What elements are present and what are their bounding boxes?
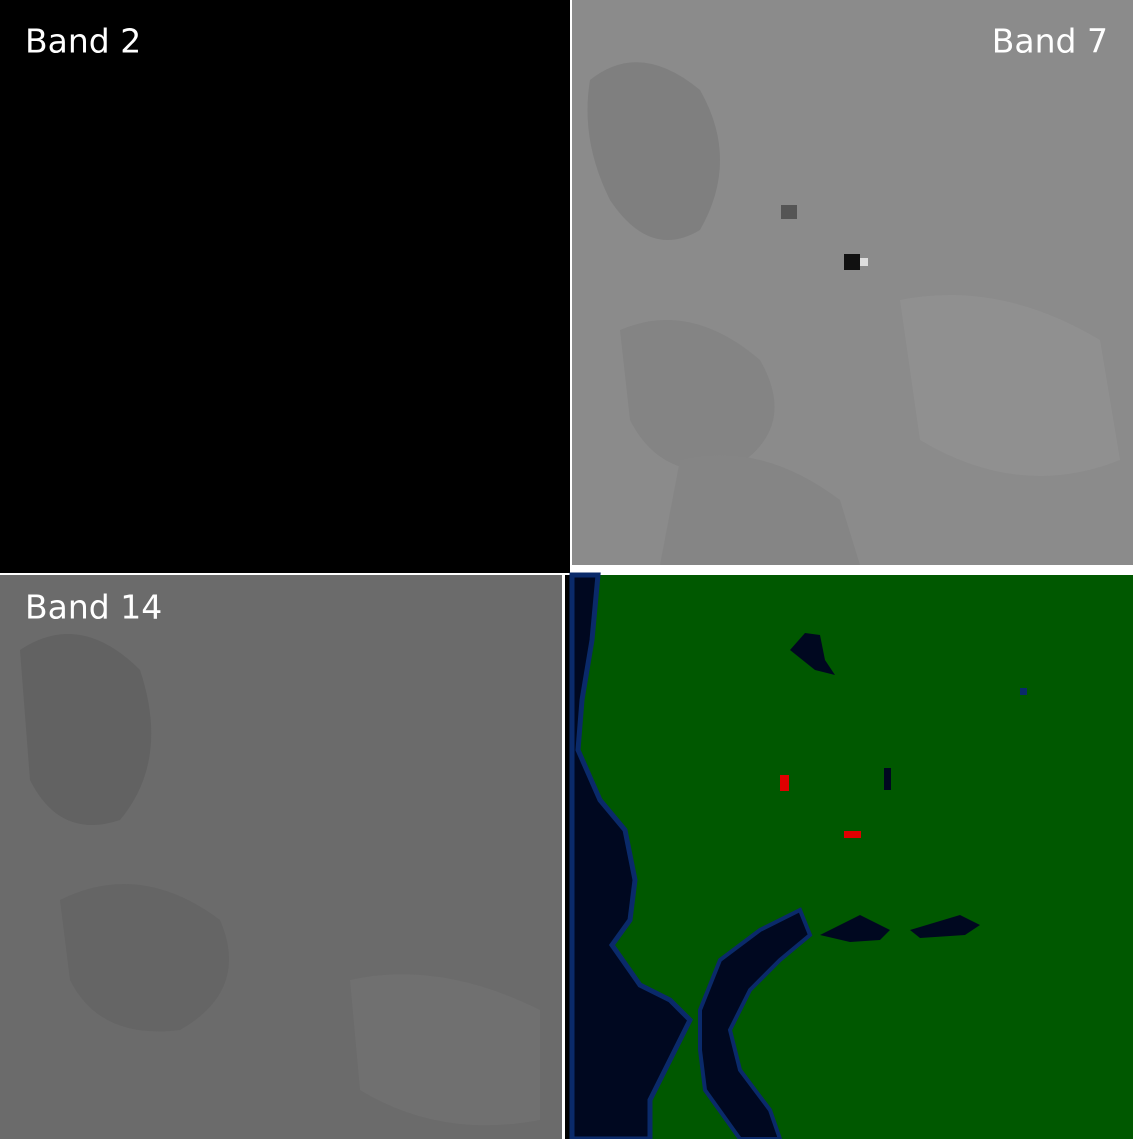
band-2-image [0,0,570,573]
band-14-image [0,575,562,1139]
panel-label: Band 14 [25,588,162,627]
band-7-image [572,0,1133,565]
classification-image [565,575,1133,1139]
band-mosaic: Band 2 Band 7 Band 14 [0,0,1133,1139]
panel-label: Band 7 [992,22,1108,61]
panel-label: Band 2 [25,22,141,61]
